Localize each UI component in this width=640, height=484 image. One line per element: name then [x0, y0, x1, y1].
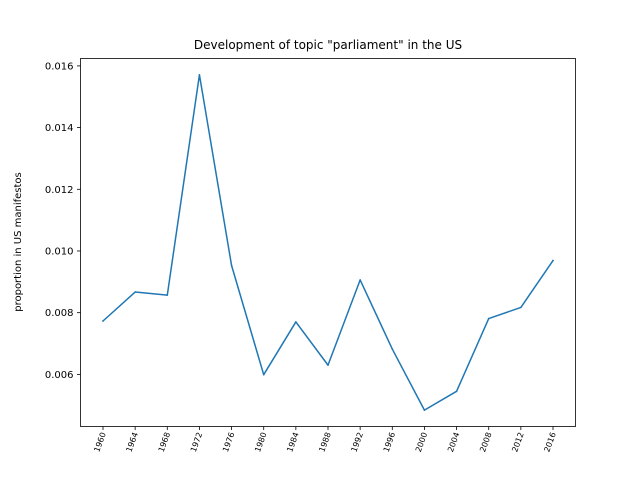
series-line: [101, 74, 555, 411]
y-tick-label: 0.016: [45, 61, 74, 72]
x-tick-label: 2004: [446, 431, 461, 453]
x-tick-label: 1968: [157, 431, 172, 453]
x-tick-label: 1976: [221, 431, 236, 453]
y-tick-label: 0.014: [45, 123, 74, 134]
y-axis-label: proportion in US manifestos: [13, 172, 24, 312]
data-point: [423, 409, 426, 411]
x-tick-label: 1964: [125, 431, 140, 453]
data-point: [520, 306, 522, 309]
x-tick-label: 2012: [510, 431, 525, 453]
data-point: [455, 390, 458, 393]
x-tick-label: 1960: [92, 431, 107, 453]
data-point: [391, 348, 394, 350]
data-layer: [101, 74, 555, 411]
ticks-layer: 0.006 0.008 0.010 0.012 0.014 0.016 1960 1964 19…: [45, 61, 558, 453]
data-point: [230, 264, 233, 267]
chart-title: Development of topic "parliament" in the…: [194, 38, 462, 52]
data-point: [295, 321, 297, 323]
x-tick-label: 1996: [382, 431, 397, 453]
x-tick-label: 2000: [414, 431, 429, 453]
x-tick-label: 2008: [478, 431, 493, 453]
x-tick-label: 1984: [285, 431, 300, 453]
data-point: [359, 279, 361, 281]
plot-frame: [80, 58, 576, 427]
x-tick-label: 1988: [317, 431, 332, 453]
data-point: [134, 291, 136, 293]
data-point: [166, 294, 169, 296]
data-point: [262, 373, 265, 376]
data-point: [487, 317, 490, 320]
data-point: [327, 364, 329, 366]
x-tick-label: 2016: [542, 431, 557, 453]
data-point: [198, 74, 201, 76]
y-tick-label: 0.010: [45, 246, 74, 257]
x-tick-label: 1992: [350, 431, 365, 453]
x-tick-label: 1980: [253, 431, 268, 453]
y-tick-label: 0.006: [45, 370, 74, 381]
data-point: [102, 320, 104, 322]
y-tick-label: 0.012: [45, 185, 74, 196]
y-tick-label: 0.008: [45, 308, 74, 319]
x-tick-label: 1972: [189, 431, 204, 453]
data-point: [552, 259, 554, 262]
